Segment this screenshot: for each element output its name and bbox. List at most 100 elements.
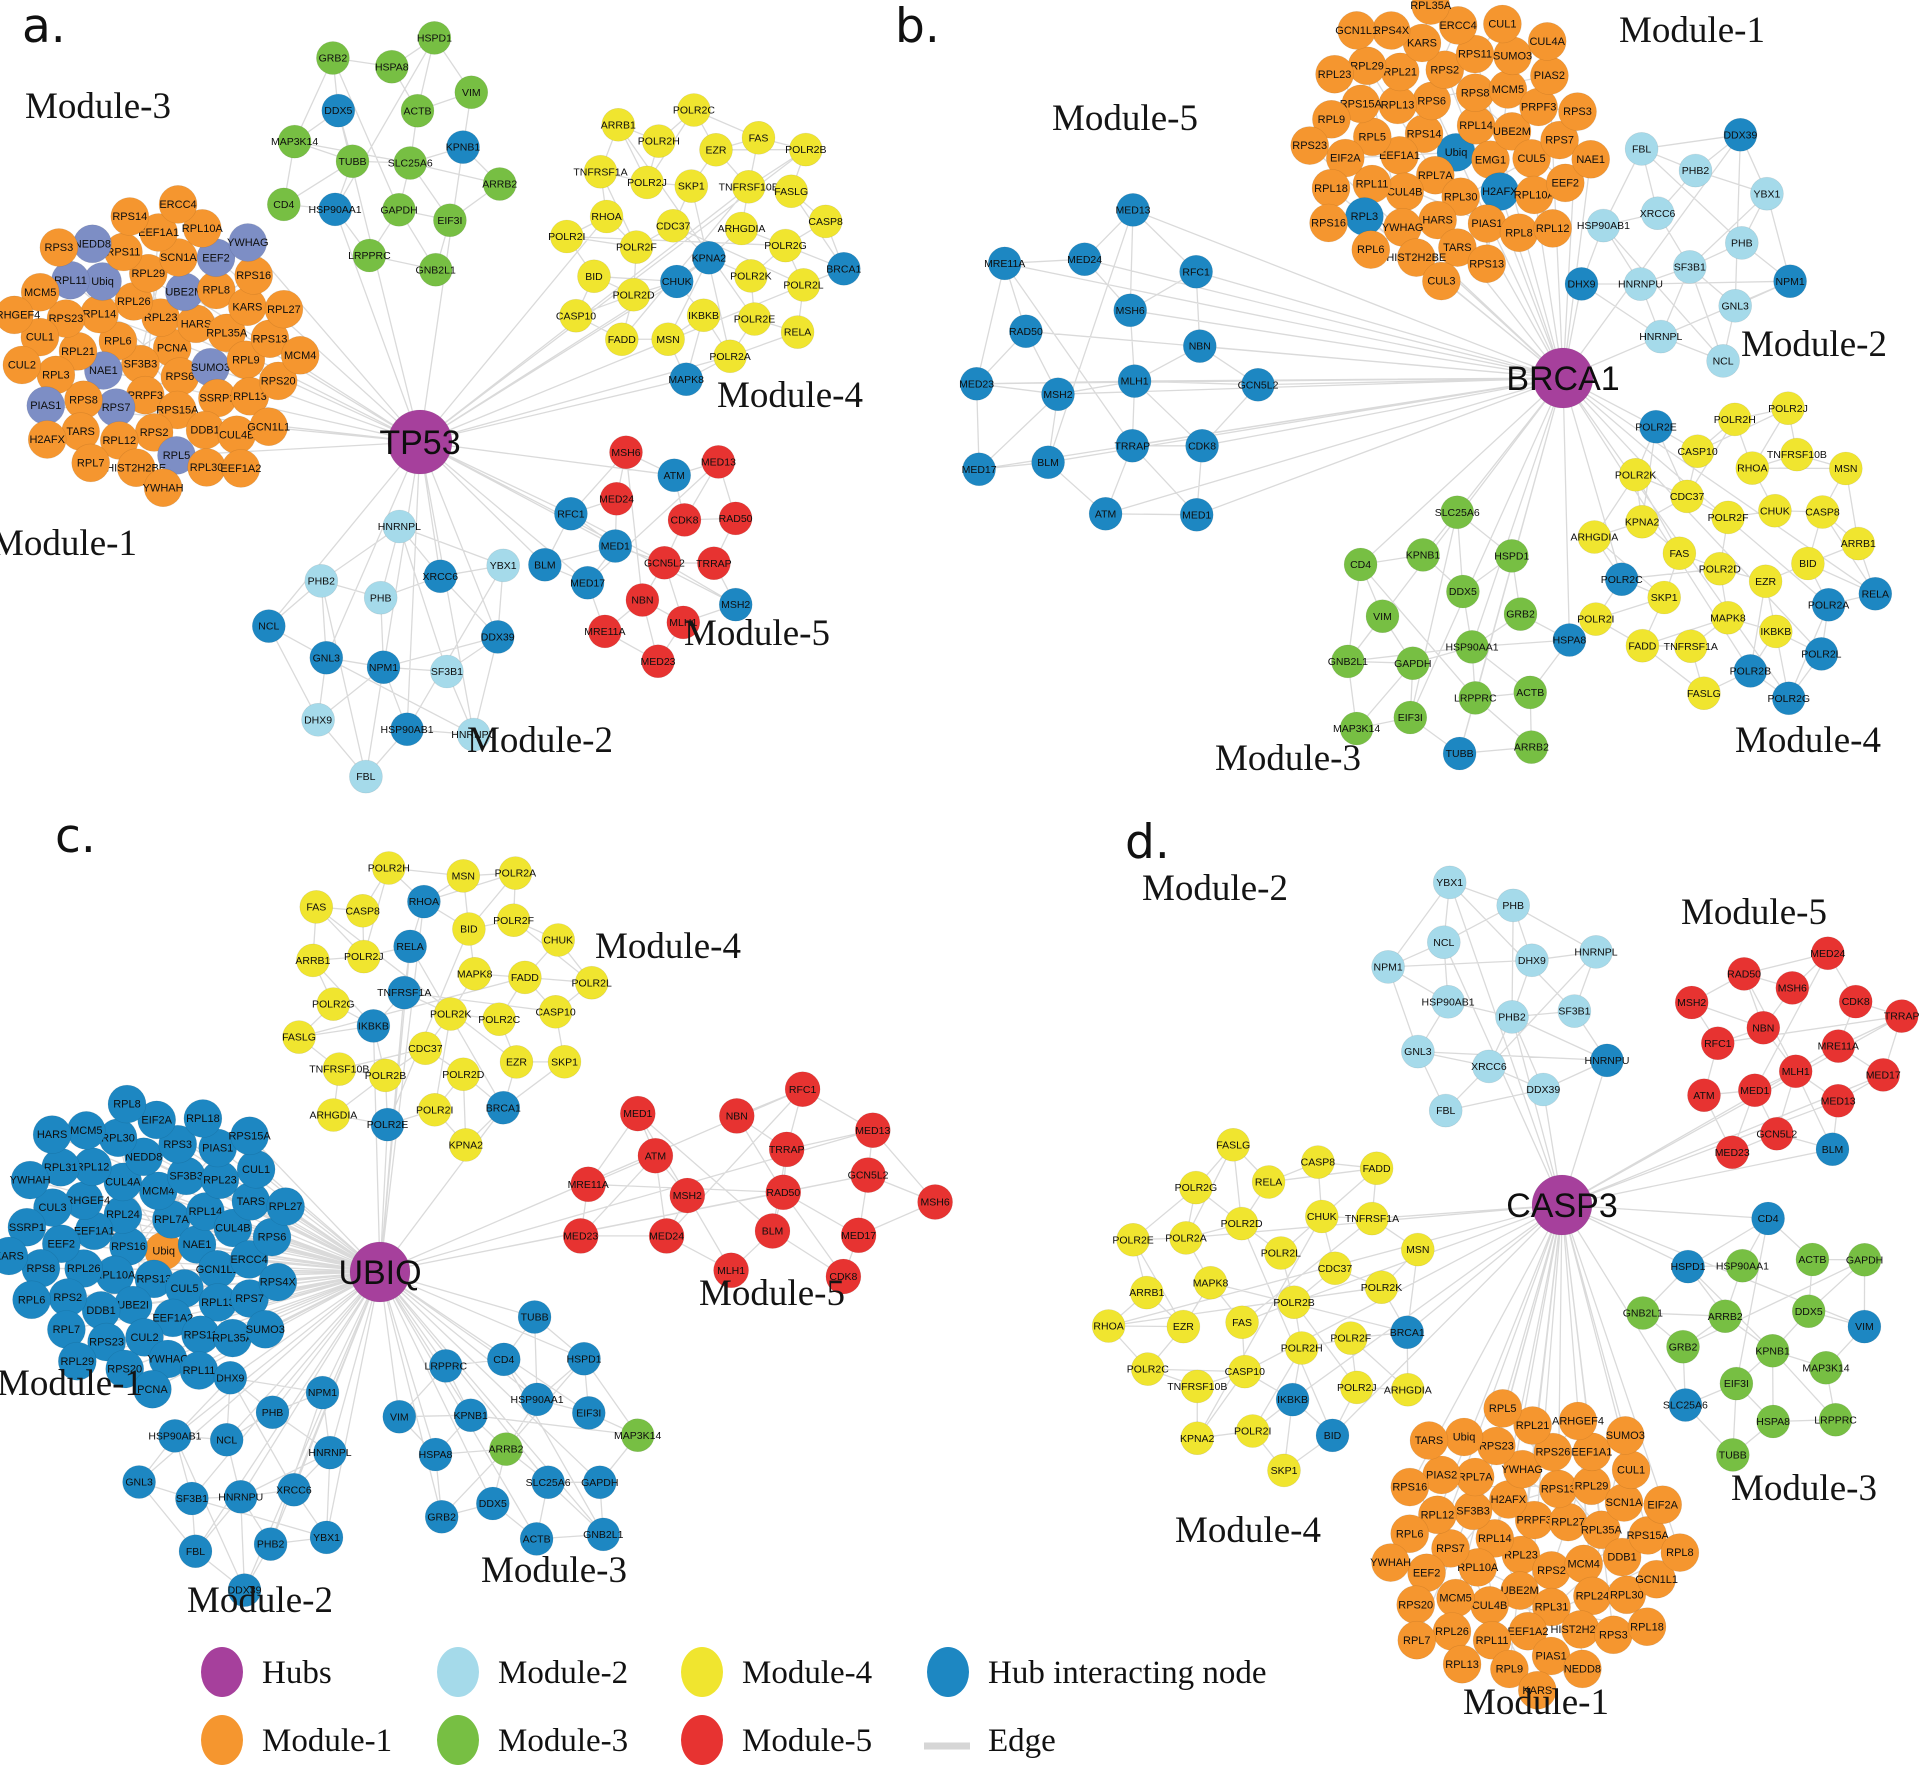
node-CUL1 (20, 317, 60, 357)
node-POLR2E (737, 302, 772, 336)
node-HSPD1 (1495, 539, 1529, 573)
node-RPS7 (1431, 1529, 1470, 1568)
node-CUL3 (33, 1188, 72, 1227)
module-label-d-module-4: Module-4 (1175, 1510, 1321, 1551)
node-FBL (1624, 132, 1659, 166)
node-POLR2L (1264, 1236, 1298, 1270)
module-label-d-module-3: Module-3 (1731, 1468, 1877, 1509)
node-RPL13 (1442, 1644, 1482, 1684)
node-RFC1 (1701, 1026, 1735, 1060)
node-XRCC6 (277, 1472, 311, 1507)
node-RPL26 (1432, 1612, 1472, 1651)
node-RPS13 (1539, 1469, 1578, 1509)
node-MLH1 (713, 1252, 749, 1289)
node-VIM (382, 1399, 417, 1434)
node-NBN (718, 1098, 755, 1134)
node-XRCC6 (1640, 196, 1675, 230)
node-CASP8 (808, 204, 843, 239)
node-RPL11 (1472, 1621, 1512, 1660)
node-NEDD8 (73, 224, 112, 264)
node-SUMO3 (1606, 1416, 1645, 1455)
node-POLR2G (1179, 1170, 1213, 1205)
node-HSP90AB1 (1586, 208, 1621, 243)
node-CUL2 (2, 345, 42, 385)
node-RPL24 (1573, 1576, 1612, 1616)
node-EZR (699, 133, 733, 167)
node-RPL8 (1499, 213, 1539, 252)
node-CUL1 (236, 1150, 276, 1189)
node-RPS3 (39, 228, 79, 267)
node-POLR2B (1733, 654, 1768, 688)
node-RELA (1858, 576, 1893, 611)
node-IKBKB (1759, 614, 1793, 649)
node-TUBB (335, 144, 370, 178)
node-DDX5 (321, 93, 356, 128)
node-SKP1 (1267, 1453, 1301, 1488)
node-RHOA (589, 199, 624, 234)
node-MED24 (1067, 242, 1102, 277)
node-HSPD1 (1671, 1249, 1705, 1284)
node-KPNB1 (1755, 1334, 1790, 1368)
module-label-a-module-4: Module-4 (717, 375, 863, 416)
hub-node-BRCA1 (1532, 347, 1594, 409)
node-ARHGEF4 (0, 295, 34, 335)
node-GCN5L2 (850, 1157, 886, 1193)
node-MED24 (648, 1218, 685, 1254)
node-TRRAP (1115, 428, 1150, 463)
node-POLR2E (370, 1107, 405, 1142)
node-RPL10A (183, 209, 222, 248)
node-RAD50 (1009, 314, 1043, 349)
node-EIF2A (137, 1100, 176, 1140)
node-DDX5 (1446, 574, 1480, 609)
node-KPNB1 (453, 1398, 488, 1432)
node-ATM (657, 458, 692, 493)
node-POLR2G (768, 228, 803, 263)
node-CUL1 (1611, 1450, 1651, 1490)
node-FADD (604, 322, 639, 357)
node-HNRNPU (223, 1480, 258, 1514)
node-FBL (1428, 1093, 1463, 1128)
node-HIST2H2BE (1397, 238, 1436, 277)
node-RPL29 (58, 1341, 97, 1381)
node-EEF1A2 (1508, 1611, 1548, 1651)
node-MED17 (840, 1217, 877, 1254)
node-RPS14 (110, 197, 150, 236)
node-MED13 (1821, 1084, 1855, 1118)
node-DHX9 (213, 1361, 248, 1395)
node-POLR2L (574, 965, 609, 1000)
node-DHX9 (1564, 267, 1599, 301)
node-RPS15A (230, 1116, 269, 1156)
node-DDX39 (227, 1573, 262, 1607)
module-label-a-module-3: Module-3 (25, 86, 171, 127)
node-EIF3I (571, 1396, 606, 1430)
node-POLR2G (316, 987, 351, 1021)
node-ARRB2 (482, 167, 517, 201)
node-YBX1 (1750, 176, 1784, 211)
node-RHOA (1091, 1309, 1126, 1343)
node-HSP90AA1 (520, 1382, 554, 1417)
node-ACTB (1795, 1242, 1830, 1277)
node-DDX39 (1723, 118, 1758, 152)
hub-node-CASP3 (1531, 1174, 1593, 1236)
legend-label-hi: Hub interacting node (988, 1655, 1267, 1691)
node-LRPPRC (352, 238, 387, 273)
node-KARS (1518, 1670, 1557, 1710)
node-POLR2F (496, 903, 531, 938)
node-CHUK (1305, 1199, 1339, 1234)
node-RPS3 (1594, 1615, 1633, 1655)
node-GCN1L1 (1337, 11, 1376, 50)
node-PIAS1 (26, 386, 66, 425)
node-POLR2G (1772, 681, 1806, 716)
node-SLC25A6 (393, 146, 428, 180)
node-FADD (1625, 628, 1660, 663)
node-IKBKB (1275, 1382, 1310, 1417)
node-DDX5 (475, 1486, 510, 1521)
node-ARRB1 (1130, 1275, 1164, 1310)
node-HSP90AA1 (1455, 630, 1489, 664)
node-NEDD8 (1563, 1649, 1602, 1689)
node-EIF3I (1393, 700, 1428, 735)
node-TRRAP (697, 546, 731, 581)
node-NCL (1706, 344, 1740, 378)
node-FASLG (1687, 676, 1721, 711)
node-YBX1 (309, 1520, 344, 1555)
